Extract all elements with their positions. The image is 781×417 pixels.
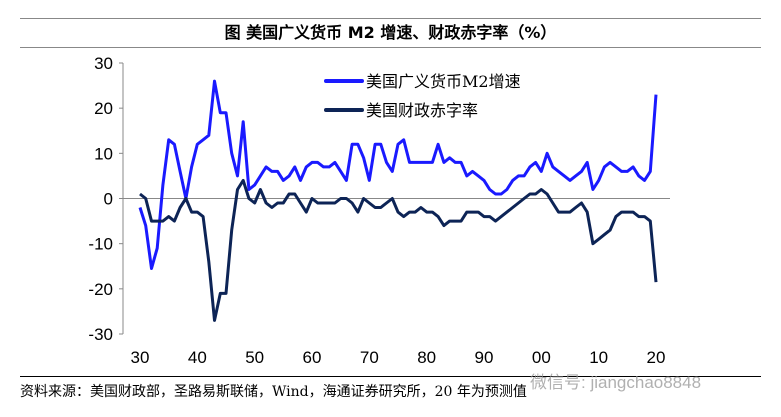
x-tick-label: 20 — [647, 348, 666, 367]
x-tick-label: 00 — [532, 348, 551, 367]
y-tick-label: -30 — [88, 325, 113, 344]
x-tick-label: 90 — [475, 348, 494, 367]
chart-title: 图 美国广义货币 M2 增速、财政赤字率（%） — [20, 18, 761, 48]
legend-label-0: 美国广义货币M2增速 — [366, 72, 521, 91]
x-tick-label: 60 — [303, 348, 322, 367]
x-tick-label: 10 — [589, 348, 608, 367]
legend-label-1: 美国财政赤字率 — [366, 101, 478, 120]
x-tick-label: 70 — [360, 348, 379, 367]
source-note: 资料来源：美国财政部，圣路易斯联储，Wind，海通证券研究所，20 年为预测值 — [20, 376, 761, 401]
y-tick-label: 10 — [94, 144, 113, 163]
y-tick-label: -20 — [88, 280, 113, 299]
y-tick-label: 0 — [104, 190, 113, 209]
y-tick-label: 20 — [94, 99, 113, 118]
x-tick-label: 80 — [417, 348, 436, 367]
series-line-0 — [138, 79, 658, 270]
x-tick-label: 40 — [188, 348, 207, 367]
series-line-1 — [139, 178, 658, 322]
watermark: 微信号: jiangchao8848 — [530, 373, 702, 392]
y-tick-label: -10 — [88, 235, 113, 254]
x-tick-label: 30 — [131, 348, 150, 367]
y-tick-label: 30 — [94, 54, 113, 73]
x-tick-label: 50 — [245, 348, 264, 367]
